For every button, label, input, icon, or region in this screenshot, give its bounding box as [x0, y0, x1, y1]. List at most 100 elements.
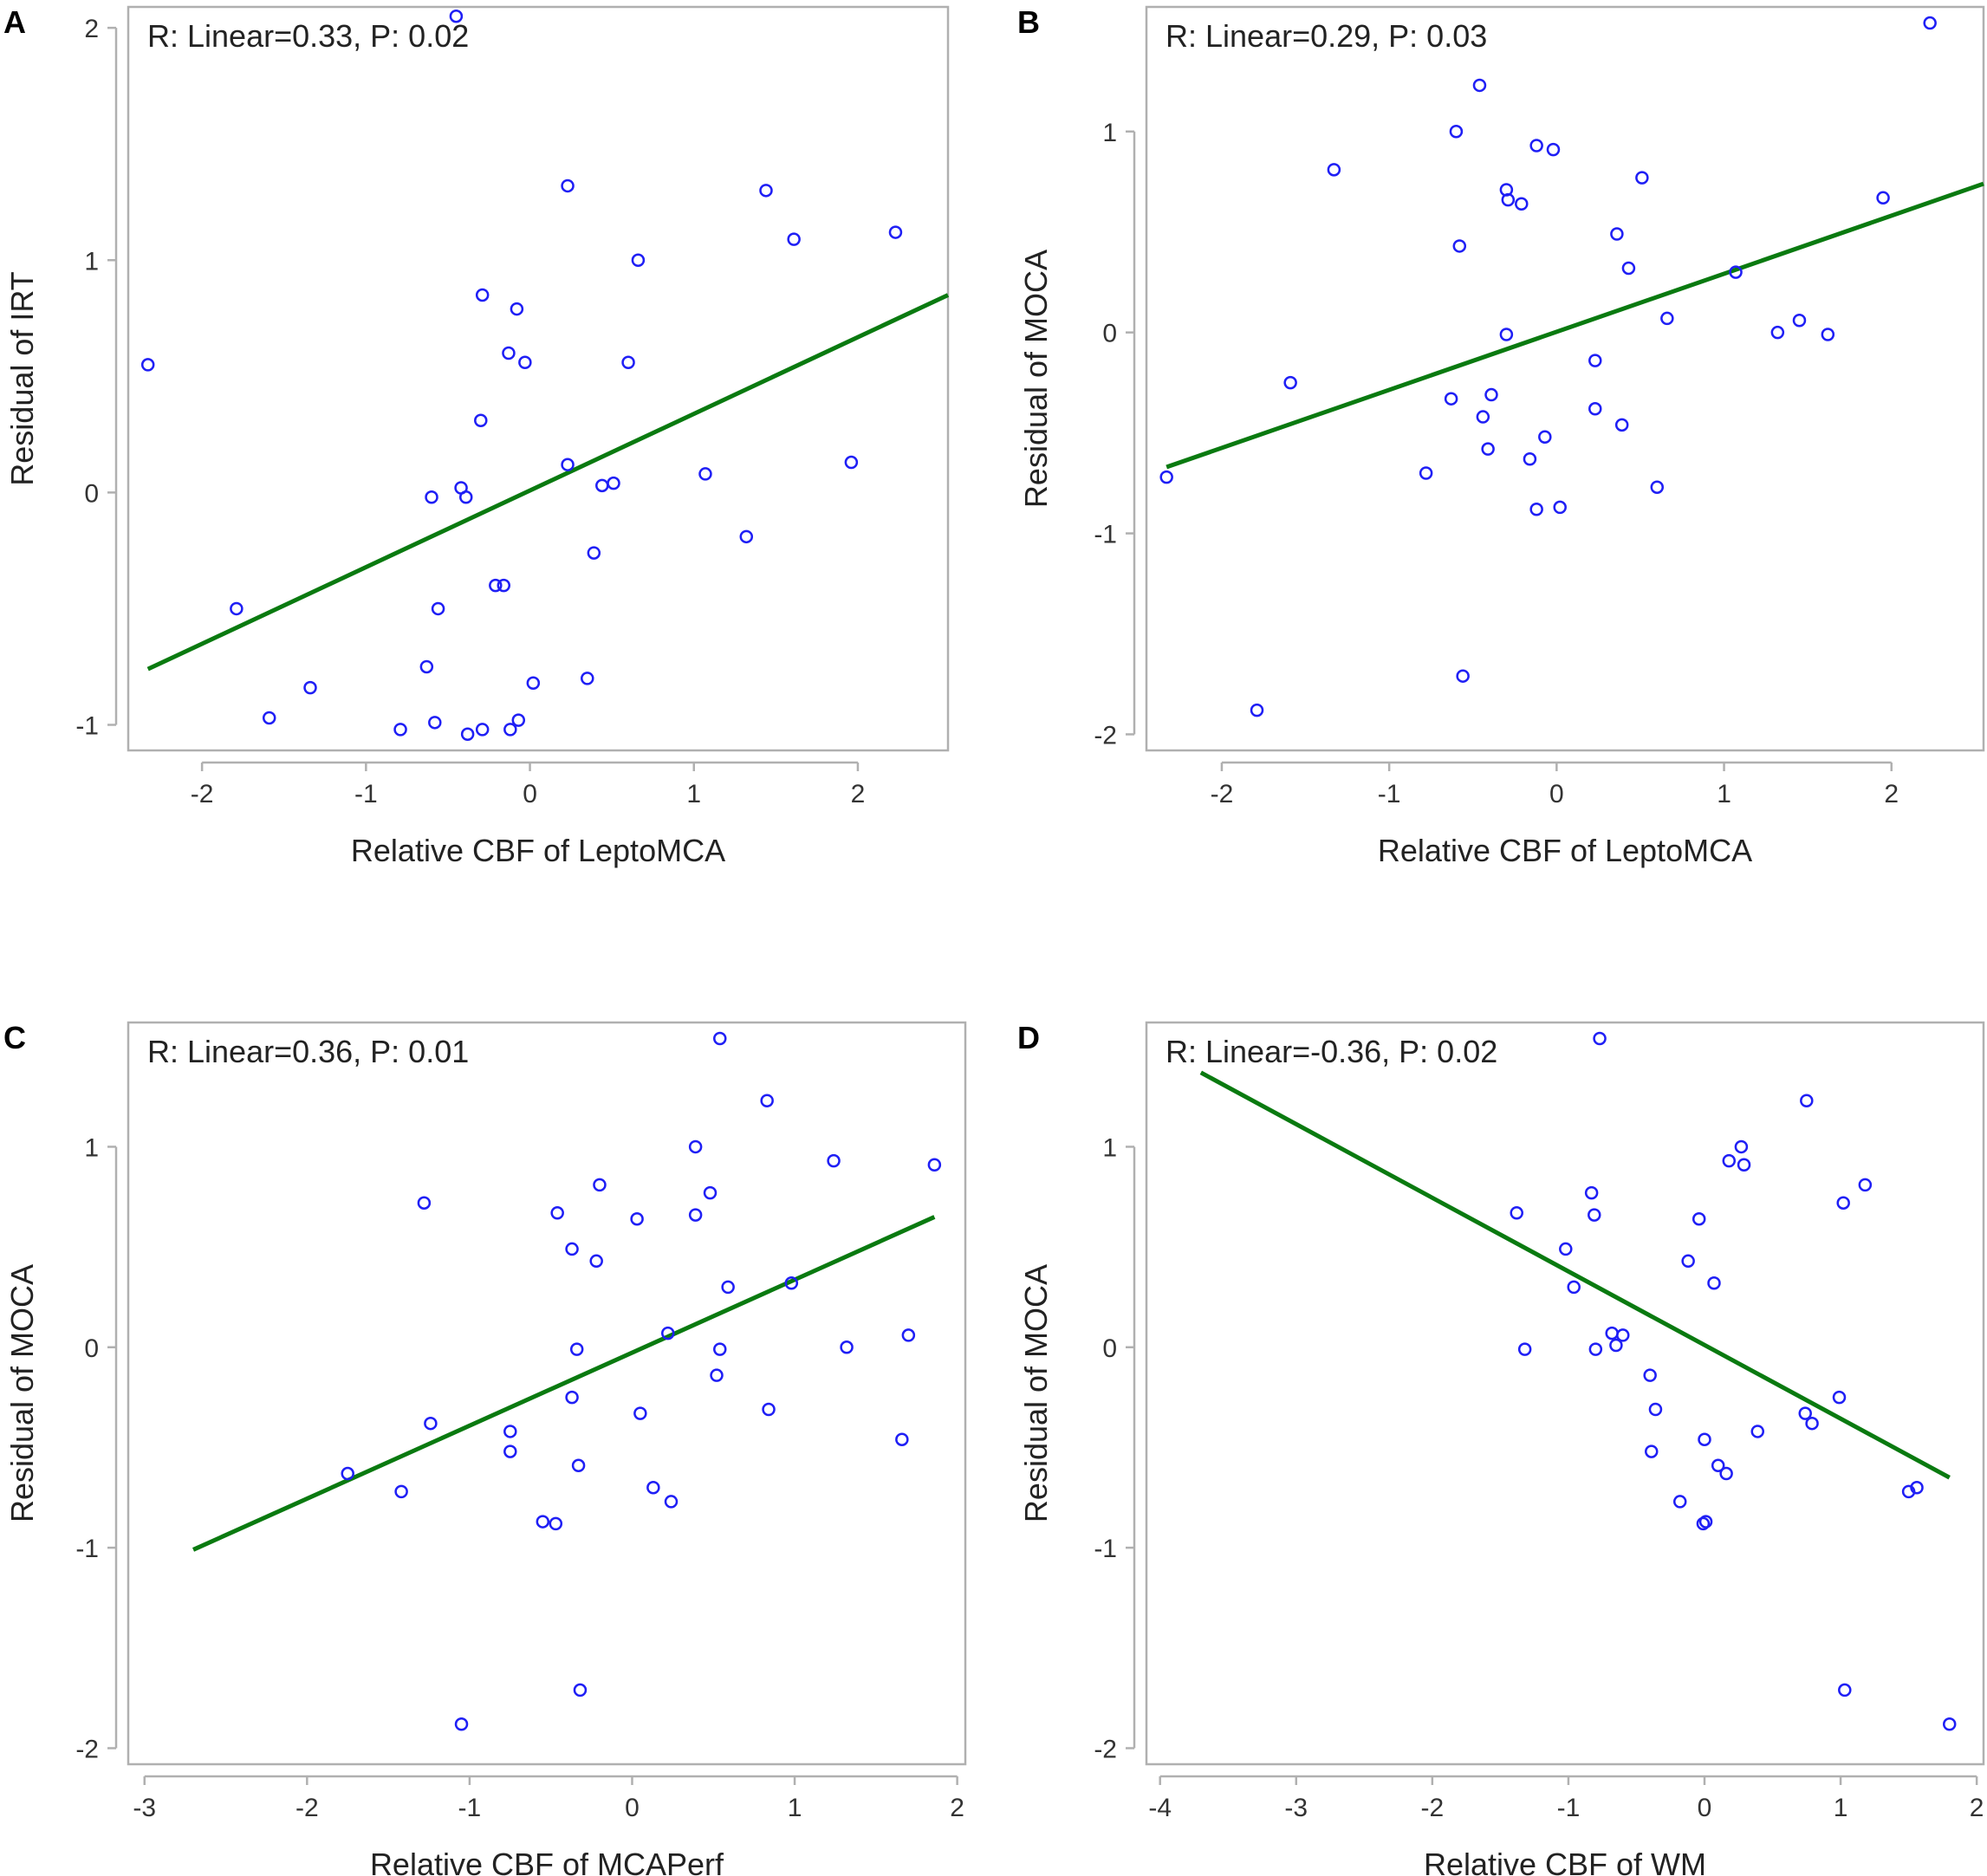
data-point: [1419, 466, 1433, 480]
data-point: [502, 346, 516, 360]
data-point: [1538, 430, 1552, 444]
data-point: [1800, 1094, 1814, 1107]
data-point: [1698, 1432, 1711, 1446]
panel-d: D R: Linear=-0.36, P: 0.02 -4 -3 -2 -1 0 1 2 -2 -1…: [1017, 1020, 1985, 1876]
data-point: [1737, 1158, 1751, 1172]
data-point: [631, 253, 646, 268]
data-point: [1523, 452, 1537, 466]
data-point: [1593, 1031, 1607, 1046]
data-point: [1660, 311, 1674, 326]
data-point: [827, 1153, 841, 1168]
data-point: [460, 727, 475, 741]
data-point: [593, 1178, 607, 1192]
x-tick-label: -1: [1557, 1794, 1581, 1822]
data-point: [1559, 1242, 1573, 1256]
data-point: [449, 9, 464, 23]
data-point: [459, 490, 473, 504]
data-point: [703, 1185, 718, 1200]
data-point: [1792, 314, 1807, 328]
data-point: [1327, 163, 1341, 177]
x-tick-label: -2: [295, 1794, 319, 1822]
y-tick-label: -2: [1094, 721, 1117, 750]
data-point: [1798, 1406, 1812, 1420]
data-point: [1472, 78, 1487, 93]
data-point: [526, 676, 541, 690]
data-point: [550, 1206, 564, 1220]
x-tick-label: -1: [354, 780, 378, 808]
data-point: [518, 355, 532, 369]
data-point: [1650, 480, 1665, 494]
x-tick-label: -3: [1284, 1794, 1308, 1822]
data-point: [503, 723, 517, 737]
data-point: [503, 1425, 517, 1438]
data-point: [1719, 1466, 1733, 1481]
data-point: [1696, 1516, 1711, 1531]
x-tick-label: 2: [1884, 780, 1899, 808]
data-point: [660, 1326, 675, 1340]
regression-line: [1166, 181, 1984, 470]
data-point: [573, 1683, 588, 1697]
data-point: [1452, 239, 1467, 253]
x-tick-label: 1: [1717, 780, 1731, 808]
data-point: [1499, 328, 1514, 341]
data-point: [394, 1484, 408, 1499]
data-point: [1476, 410, 1490, 424]
data-point: [1698, 1515, 1713, 1529]
data-point: [1681, 1254, 1695, 1269]
data-point: [1734, 1139, 1749, 1154]
data-point: [1672, 1495, 1687, 1509]
panel-label: D: [1017, 1020, 1040, 1055]
panel-label: B: [1017, 4, 1040, 40]
data-point: [1821, 328, 1835, 341]
data-point: [901, 1328, 916, 1342]
data-point: [1707, 1276, 1721, 1290]
stat-annotation: R: Linear=-0.36, P: 0.02: [1166, 1034, 1497, 1069]
data-point: [1567, 1280, 1581, 1295]
y-axis-title: Residual of IRT: [4, 271, 40, 485]
data-point: [1456, 669, 1470, 683]
data-point: [787, 232, 801, 246]
plot-frame: [127, 1021, 967, 1766]
data-point: [844, 455, 859, 470]
data-point: [475, 288, 490, 302]
data-point: [549, 1516, 563, 1531]
y-tick-label: 0: [1102, 320, 1117, 348]
data-point: [1722, 1153, 1737, 1168]
data-point: [895, 1432, 909, 1446]
data-point: [713, 1342, 727, 1356]
data-point: [1283, 375, 1297, 390]
data-point: [1609, 1338, 1623, 1353]
data-point: [1553, 500, 1567, 515]
x-tick-label: 0: [1549, 780, 1564, 808]
data-point: [1444, 392, 1458, 406]
data-point: [688, 1139, 703, 1154]
y-axis-title: Residual of MOCA: [1018, 1264, 1054, 1522]
data-point: [1588, 1342, 1603, 1356]
x-axis-title: Relative CBF of LeptoMCA: [1378, 833, 1752, 868]
data-point: [569, 1342, 584, 1356]
y-tick-label: -2: [1094, 1735, 1117, 1763]
data-point: [561, 179, 575, 193]
x-tick-label: -1: [1378, 780, 1401, 808]
y-tick-label: -1: [1094, 521, 1117, 549]
data-point: [1546, 142, 1561, 157]
data-point: [1711, 1458, 1725, 1473]
data-point: [581, 672, 594, 685]
data-point: [489, 578, 503, 593]
x-tick-label: 0: [625, 1794, 640, 1822]
data-point: [1510, 1206, 1523, 1220]
data-point: [1529, 139, 1543, 153]
data-point: [262, 711, 276, 725]
data-point: [417, 1196, 432, 1210]
stat-annotation: R: Linear=0.36, P: 0.01: [147, 1034, 469, 1069]
x-tick-label: -2: [191, 780, 214, 808]
data-point: [571, 1458, 586, 1473]
data-point: [511, 713, 526, 727]
x-tick-label: 1: [1834, 1794, 1848, 1822]
x-tick-label: 1: [788, 1794, 802, 1822]
y-tick-label: 0: [84, 1334, 99, 1363]
data-point: [1588, 402, 1602, 416]
data-point: [1858, 1178, 1873, 1192]
data-point: [1805, 1416, 1819, 1431]
x-tick-label: -2: [1211, 780, 1234, 808]
